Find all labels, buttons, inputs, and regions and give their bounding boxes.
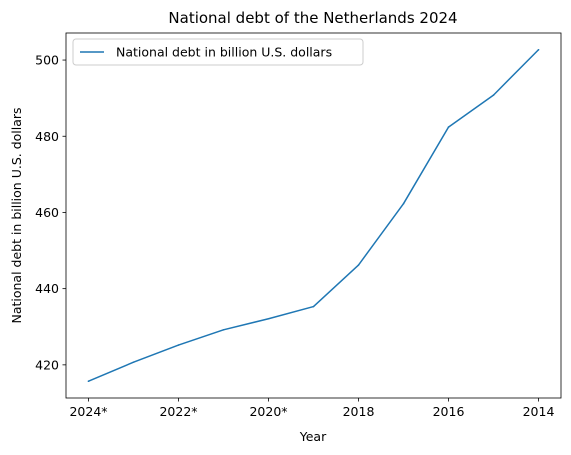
y-tick-label: 500 bbox=[35, 53, 59, 68]
data-point bbox=[222, 329, 225, 331]
data-point bbox=[537, 48, 540, 51]
data-point bbox=[402, 202, 405, 205]
legend-box bbox=[72, 38, 364, 66]
data-point bbox=[447, 126, 450, 128]
data-point bbox=[492, 94, 495, 96]
x-axis-label: Year bbox=[299, 429, 327, 444]
y-tick-label: 460 bbox=[35, 205, 59, 220]
y-tick-label: 420 bbox=[35, 357, 59, 372]
x-tick-label: 2022* bbox=[159, 404, 197, 419]
x-tick-label: 2018 bbox=[343, 404, 375, 419]
data-point bbox=[267, 317, 270, 320]
legend-label: National debt in billion U.S. dollars bbox=[116, 45, 332, 60]
data-point bbox=[312, 305, 315, 308]
x-tick-label: 2014 bbox=[523, 404, 555, 419]
y-axis-label: National debt in billion U.S. dollars bbox=[9, 107, 24, 323]
legend: National debt in billion U.S. dollars bbox=[72, 38, 364, 66]
chart-title: National debt of the Netherlands 2024 bbox=[168, 9, 457, 27]
y-tick-label: 480 bbox=[35, 129, 59, 144]
x-tick-label: 2020* bbox=[249, 404, 287, 419]
data-point bbox=[357, 264, 360, 266]
data-point bbox=[177, 344, 180, 346]
axes-frame bbox=[65, 32, 562, 399]
x-tick-label: 2016 bbox=[433, 404, 465, 419]
data-point bbox=[132, 361, 135, 363]
plot-area: 420 440 460 480 500 2024* 2022* 2020* 2018 2016 20… bbox=[35, 48, 555, 419]
x-tick-label: 2024* bbox=[69, 404, 107, 419]
data-point bbox=[87, 380, 90, 383]
y-tick-label: 440 bbox=[35, 281, 59, 296]
